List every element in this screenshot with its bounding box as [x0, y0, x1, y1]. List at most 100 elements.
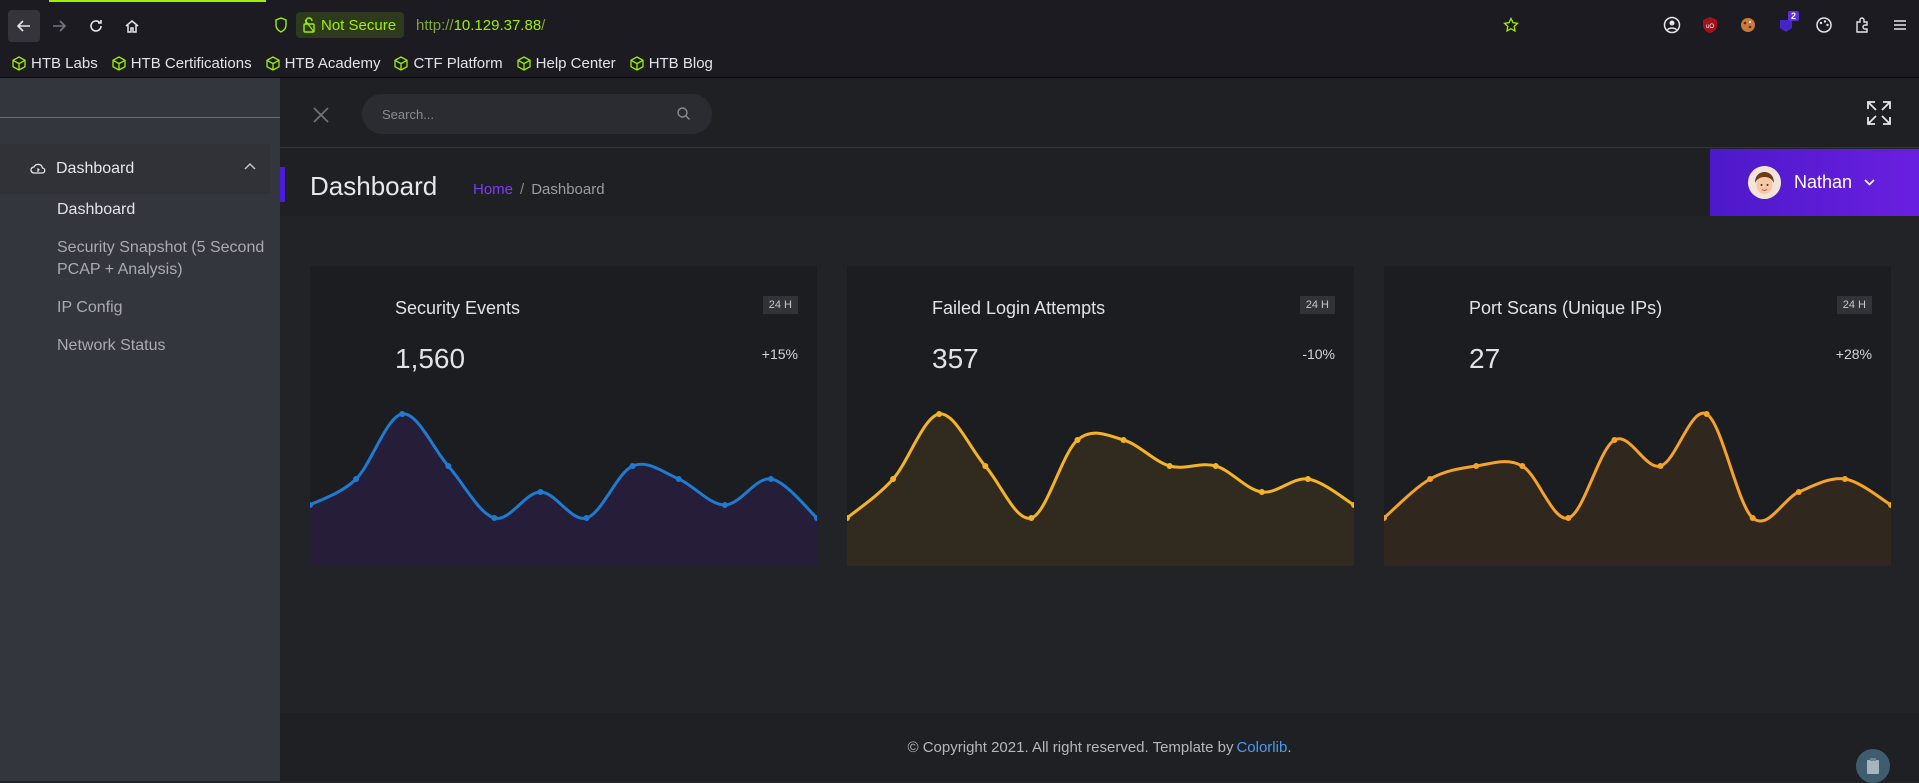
sidebar-item-ip-config[interactable]: IP Config — [57, 299, 123, 316]
card-change: +15% — [761, 346, 798, 362]
sparkline-point — [936, 411, 943, 417]
hamburger-menu-icon[interactable] — [1881, 16, 1919, 34]
htb-cube-icon — [630, 55, 644, 71]
bookmark-star-icon[interactable] — [1503, 17, 1519, 33]
reload-button[interactable] — [80, 10, 112, 42]
sidebar-item-dashboard[interactable]: Dashboard — [57, 201, 136, 218]
scroll-to-top-button[interactable] — [1856, 749, 1890, 783]
sparkline-point — [1427, 476, 1434, 482]
bookmark-htb-labs[interactable]: HTB Labs — [12, 55, 98, 72]
home-button[interactable] — [116, 10, 148, 42]
svg-text:uO: uO — [1706, 24, 1714, 30]
sparkline-point — [1749, 515, 1756, 521]
breadcrumb-home-link[interactable]: Home — [473, 181, 514, 198]
sidebar-item-security-snapshot[interactable]: Security Snapshot (5 Second PCAP + Analy… — [57, 239, 265, 278]
breadcrumb-current: Dashboard — [531, 181, 605, 198]
bookmark-htb-academy[interactable]: HTB Academy — [265, 54, 381, 72]
htb-cube-icon — [265, 55, 280, 71]
bookmark-htb-blog[interactable]: HTB Blog — [630, 55, 713, 72]
footer-copyright: © Copyright 2021. All right reserved. Te… — [907, 738, 1234, 756]
sparkline-chart — [310, 411, 817, 566]
sparkline-point — [1120, 437, 1127, 443]
bookmark-help-center[interactable]: Help Center — [516, 54, 616, 72]
clipboard-icon — [1867, 758, 1879, 774]
sparkline-point — [1166, 463, 1173, 469]
bookmark-label: HTB Labs — [31, 54, 98, 72]
card-value: 357 — [932, 343, 979, 374]
sparkline-point — [1703, 411, 1710, 417]
account-icon[interactable] — [1653, 16, 1691, 34]
unlocked-padlock-icon — [303, 17, 315, 33]
reload-icon — [90, 20, 102, 32]
page-load-bar — [49, 0, 266, 2]
breadcrumb-separator: / — [520, 181, 525, 198]
shield-icon — [275, 17, 287, 33]
not-secure-badge[interactable]: Not Secure — [296, 12, 405, 38]
url-protocol: http:// — [416, 16, 454, 34]
card-title: Security Events — [395, 298, 521, 318]
url-bar[interactable]: Not Secure http://10.129.37.88/ — [270, 10, 1520, 40]
top-bar — [280, 78, 1919, 148]
palette-icon[interactable] — [1805, 16, 1843, 34]
htb-cube-icon — [112, 55, 126, 71]
chevron-up-icon — [244, 162, 256, 170]
bookmark-ctf-platform[interactable]: CTF Platform — [394, 55, 503, 72]
footer: © Copyright 2021. All right reserved. Te… — [280, 713, 1919, 781]
ublock-icon[interactable]: uO — [1691, 16, 1729, 34]
sidebar-item-network-status[interactable]: Network Status — [57, 337, 166, 354]
extension-badge-icon[interactable]: 2 — [1767, 11, 1805, 34]
sparkline-point — [767, 476, 774, 482]
card-change: +28% — [1835, 346, 1872, 362]
sparkline-point — [445, 463, 452, 469]
card-period-badge: 24 H — [1836, 296, 1872, 314]
sparkline-point — [1028, 515, 1035, 521]
sparkline-point — [1473, 463, 1480, 469]
search-icon[interactable] — [676, 106, 691, 121]
sparkline-point — [1841, 476, 1848, 482]
cookie-icon[interactable] — [1729, 16, 1767, 34]
forward-button[interactable] — [43, 10, 75, 42]
sparkline-point — [310, 502, 313, 508]
sparkline-point — [399, 411, 406, 417]
sidebar-menu-dashboard[interactable]: Dashboard — [0, 144, 270, 194]
breadcrumb: Home / Dashboard — [473, 181, 605, 198]
sparkline-point — [847, 515, 850, 521]
sparkline-point — [1258, 489, 1265, 495]
sparkline-point — [537, 489, 544, 495]
bookmark-htb-certifications[interactable]: HTB Certifications — [112, 55, 252, 72]
extensions-puzzle-icon[interactable] — [1843, 16, 1881, 34]
sparkline-point — [1657, 463, 1664, 469]
url-text[interactable]: http://10.129.37.88/ — [416, 17, 545, 34]
user-menu-button[interactable]: Nathan — [1710, 149, 1919, 216]
search-input[interactable] — [362, 94, 712, 134]
home-icon — [125, 20, 139, 33]
bookmark-label: HTB Academy — [284, 54, 381, 72]
arrow-left-icon — [16, 20, 30, 32]
arrow-right-icon — [53, 20, 67, 32]
sparkline-point — [721, 502, 728, 508]
footer-colorlib-link[interactable]: Colorlib — [1236, 738, 1288, 756]
not-secure-label: Not Secure — [321, 16, 397, 34]
fullscreen-expand-icon[interactable] — [1866, 100, 1892, 126]
htb-cube-icon — [394, 55, 409, 71]
footer-end: . — [1287, 738, 1292, 756]
close-icon[interactable] — [310, 104, 332, 126]
page-title: Dashboard — [310, 171, 438, 201]
card-title: Port Scans (Unique IPs) — [1469, 298, 1663, 318]
sparkline-chart — [1384, 411, 1891, 566]
sparkline-area — [310, 413, 817, 566]
sidebar-divider — [0, 117, 280, 118]
chevron-down-icon — [1864, 179, 1875, 186]
main-content: Dashboard Home / Dashboard Nathan Securi… — [280, 78, 1919, 783]
url-path: / — [541, 16, 546, 34]
sparkline-point — [1565, 515, 1572, 521]
sparkline-point — [890, 476, 897, 482]
bookmark-label: Help Center — [535, 54, 616, 72]
browser-toolbar: Not Secure http://10.129.37.88/ uO 2 — [0, 0, 1919, 49]
sparkline-point — [353, 476, 360, 482]
back-button[interactable] — [8, 10, 40, 42]
sparkline-point — [1888, 502, 1891, 508]
bookmarks-bar: HTB Labs HTB Certifications HTB Academy … — [0, 49, 1919, 78]
sparkline-point — [583, 515, 590, 521]
sidebar-submenu: Dashboard Security Snapshot (5 Second PC… — [57, 199, 272, 373]
